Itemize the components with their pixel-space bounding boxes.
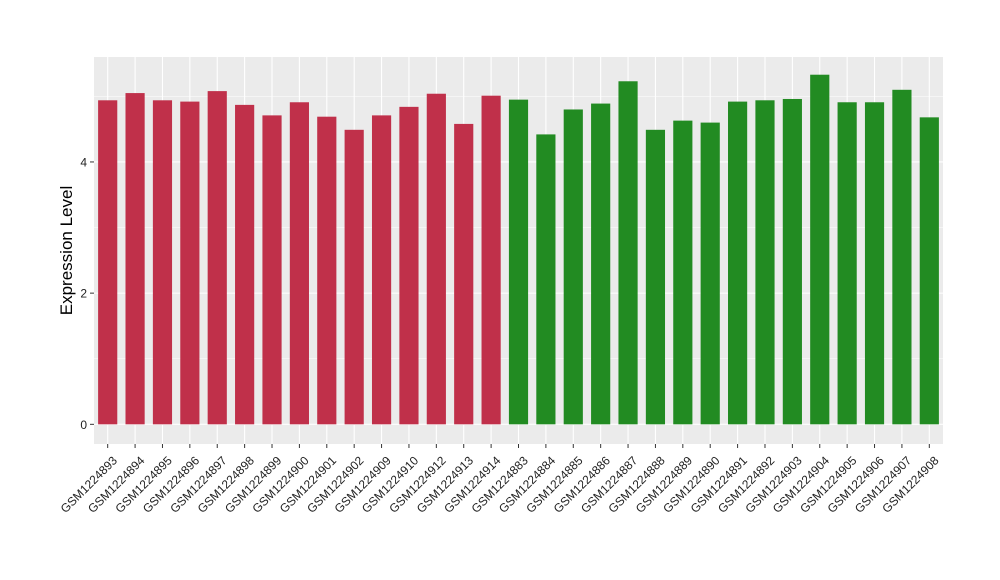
y-axis: 0 2 4 [80,155,94,432]
y-tick-label: 2 [80,287,87,301]
bar-GSM1224907 [892,89,912,425]
bar-GSM1224913 [454,123,474,425]
bar-GSM1224885 [563,109,583,425]
bar-GSM1224890 [700,122,720,425]
bar-GSM1224906 [864,102,885,425]
bar-GSM1224910 [399,106,419,425]
bar-GSM1224900 [289,102,309,425]
bar-GSM1224884 [536,134,556,425]
bar-GSM1224914 [481,95,501,425]
bar-GSM1224897 [207,91,227,425]
bar-GSM1224899 [262,115,282,425]
bar-GSM1224883 [508,99,529,425]
y-tick-label: 0 [80,418,87,432]
x-axis: GSM1224893GSM1224894GSM1224895GSM1224896… [58,444,942,516]
bar-GSM1224892 [755,100,775,425]
bar-GSM1224888 [645,129,666,425]
bar-GSM1224896 [180,101,200,425]
bar-GSM1224887 [618,81,638,425]
bar-GSM1224905 [837,102,857,425]
bar-GSM1224893 [98,100,118,425]
bar-GSM1224898 [235,104,255,425]
bar-GSM1224903 [782,98,802,425]
bar-GSM1224908 [919,117,939,425]
bar-GSM1224891 [728,101,748,425]
bar-GSM1224902 [344,129,364,425]
bars [98,74,939,425]
bar-GSM1224904 [810,74,830,425]
bar-GSM1224895 [152,100,173,425]
bar-GSM1224912 [426,93,446,425]
y-tick-label: 4 [80,155,87,169]
bar-GSM1224909 [371,115,392,425]
bar-GSM1224901 [317,116,337,425]
bar-GSM1224894 [125,93,145,425]
bar-GSM1224889 [673,120,693,425]
bar-GSM1224886 [591,103,611,425]
y-axis-title: Expression Level [57,186,76,315]
